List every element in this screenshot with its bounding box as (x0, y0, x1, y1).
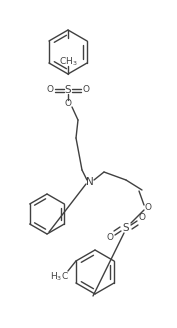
Text: CH$_3$: CH$_3$ (59, 56, 77, 68)
Text: O: O (138, 214, 145, 222)
Text: H$_3$C: H$_3$C (50, 271, 69, 283)
Text: O: O (107, 234, 113, 242)
Text: S: S (65, 85, 71, 95)
Text: O: O (47, 86, 53, 94)
Text: N: N (86, 177, 94, 187)
Text: O: O (144, 202, 152, 212)
Text: S: S (123, 223, 129, 233)
Text: O: O (64, 99, 72, 109)
Text: O: O (82, 86, 90, 94)
